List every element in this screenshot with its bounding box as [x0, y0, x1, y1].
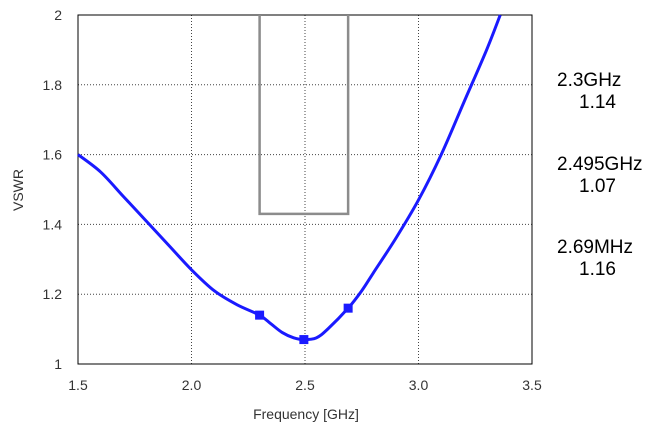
- y-tick-label: 1: [54, 356, 62, 372]
- y-tick-label: 1.8: [43, 77, 63, 93]
- annotation-frequency: 2.3GHz: [557, 70, 622, 91]
- annotation-frequency: 2.495GHz: [557, 154, 643, 175]
- x-axis-label: Frequency [GHz]: [253, 406, 359, 422]
- data-marker: [255, 310, 265, 320]
- y-tick-label: 1.4: [43, 216, 63, 232]
- x-tick-label: 3.5: [522, 377, 542, 393]
- annotation-vswr: 1.14: [579, 92, 616, 113]
- x-tick-label: 2.0: [182, 377, 202, 393]
- series-line: [77, 14, 502, 342]
- annotation-marker-1: 2.3GHz 1.14: [557, 70, 621, 114]
- x-tick-label: 3.0: [409, 377, 429, 393]
- x-tick-label: 1.5: [68, 377, 88, 393]
- marker-points: [255, 303, 353, 345]
- y-axis-label: VSWR: [10, 169, 26, 211]
- y-tick-label: 1.6: [43, 147, 63, 163]
- y-tick-label: 1.2: [43, 286, 63, 302]
- y-tick-label: 2: [54, 7, 62, 23]
- plot-frame: [77, 14, 533, 365]
- grid-lines: [77, 14, 533, 365]
- annotation-vswr: 1.16: [579, 259, 616, 280]
- vswr-curve: [77, 14, 502, 342]
- annotation-frequency: 2.69MHz: [557, 237, 634, 258]
- y-tick-labels: 1 1.2 1.4 1.6 1.8 2: [43, 7, 63, 372]
- annotation-marker-2: 2.495GHz 1.07: [557, 154, 643, 198]
- x-tick-labels: 1.5 2.0 2.5 3.0 3.5: [68, 377, 542, 393]
- data-marker: [343, 303, 353, 313]
- annotation-marker-3: 2.69MHz 1.16: [557, 237, 633, 281]
- x-tick-label: 2.5: [295, 377, 315, 393]
- data-marker: [299, 335, 309, 345]
- spec-mask: [258, 15, 350, 216]
- spec-mask-outline: [258, 15, 350, 216]
- annotation-vswr: 1.07: [579, 176, 616, 197]
